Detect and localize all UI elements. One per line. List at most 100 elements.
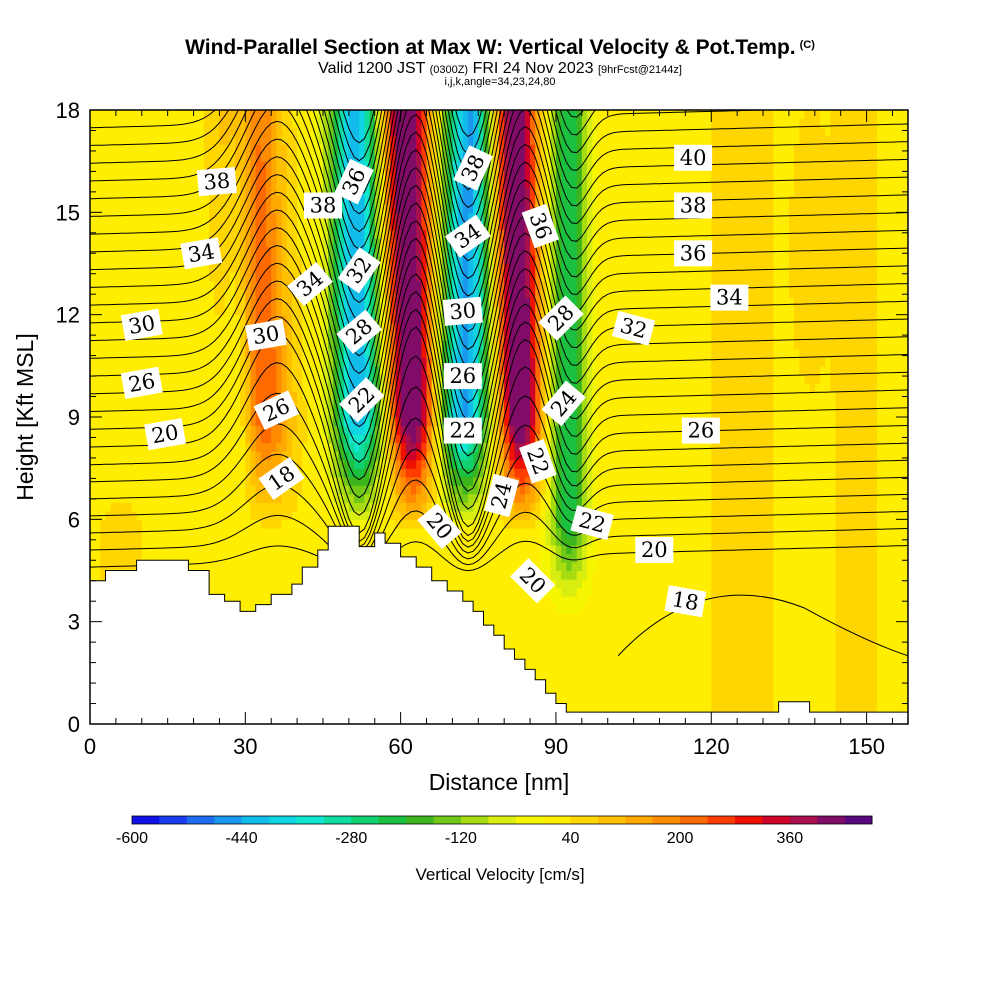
velocity-cell [255,596,262,606]
velocity-cell [178,237,184,248]
velocity-cell [385,459,391,469]
velocity-cell [110,357,117,367]
velocity-cell [312,348,319,358]
velocity-cell [276,144,283,154]
velocity-cell [121,152,127,162]
velocity-cell [110,399,117,410]
velocity-cell [162,408,169,418]
velocity-cell [224,468,231,478]
velocity-cell [209,195,215,205]
velocity-cell [245,587,252,597]
velocity-cell [90,399,96,410]
velocity-cell [359,297,365,307]
velocity-cell [229,579,236,589]
velocity-cell [245,169,252,179]
velocity-cell [338,434,345,444]
velocity-cell [431,272,438,282]
velocity-cell [131,212,138,222]
velocity-cell [307,561,314,572]
velocity-cell [317,127,324,137]
velocity-cell [219,485,226,495]
velocity-cell [405,459,412,469]
velocity-cell [229,451,236,461]
velocity-cell [405,212,412,222]
velocity-cell [312,365,319,375]
velocity-cell [302,527,309,537]
velocity-cell [162,161,169,171]
velocity-cell [271,553,277,563]
velocity-cell [400,178,407,188]
velocity-cell [131,169,138,179]
velocity-cell [183,476,189,486]
velocity-cell [198,382,205,393]
velocity-cell [421,152,428,162]
velocity-cell [219,135,226,145]
velocity-cell [240,263,246,273]
velocity-cell [255,127,262,137]
velocity-cell [307,468,314,478]
velocity-cell [395,169,402,179]
velocity-cell [436,399,443,410]
velocity-cell [209,579,215,589]
velocity-cell [131,493,138,503]
velocity-cell [152,544,158,555]
velocity-cell [209,212,215,222]
velocity-cell [374,459,381,469]
velocity-cell [193,161,200,171]
velocity-cell [276,237,283,248]
velocity-cell [214,519,221,529]
velocity-cell [322,536,329,546]
velocity-cell [260,527,267,537]
velocity-cell [219,161,226,171]
velocity-cell [224,289,231,299]
velocity-cell [266,195,272,205]
velocity-cell [121,391,127,401]
velocity-cell [348,127,355,137]
velocity-cell [307,485,314,495]
velocity-cell [198,135,205,145]
velocity-cell [426,425,433,435]
velocity-cell [343,459,350,469]
velocity-cell [281,118,288,128]
velocity-cell [198,374,205,384]
velocity-cell [286,536,293,546]
velocity-cell [178,544,184,555]
velocity-cell [193,331,200,341]
velocity-cell [385,306,391,316]
velocity-cell [364,144,371,154]
velocity-cell [193,195,200,205]
velocity-cell [431,254,438,265]
velocity-cell [219,417,226,427]
velocity-cell [354,425,360,435]
velocity-cell [214,118,221,128]
velocity-cell [260,297,267,307]
velocity-cell [369,408,376,418]
velocity-cell [229,459,236,469]
velocity-cell [307,365,314,375]
velocity-cell [229,536,236,546]
velocity-cell [95,263,101,273]
velocity-cell [281,237,288,248]
chart-subtitle: Valid 1200 JST (0300Z) FRI 24 Nov 2023 [… [0,60,1000,78]
velocity-cell [286,297,293,307]
velocity-cell [167,468,174,478]
velocity-cell [100,127,107,137]
velocity-cell [214,570,221,580]
velocity-cell [395,331,402,341]
velocity-cell [405,365,412,375]
velocity-cell [359,442,365,452]
velocity-cell [343,374,350,384]
velocity-cell [266,169,272,179]
velocity-cell [198,502,205,512]
velocity-cell [167,519,174,529]
velocity-cell [328,331,334,341]
velocity-cell [193,229,200,239]
velocity-cell [281,289,288,299]
velocity-cell [146,161,153,171]
velocity-cell [426,229,433,239]
velocity-cell [328,425,334,435]
velocity-cell [431,110,438,120]
velocity-cell [183,553,189,563]
velocity-cell [405,340,412,350]
velocity-cell [369,144,376,154]
